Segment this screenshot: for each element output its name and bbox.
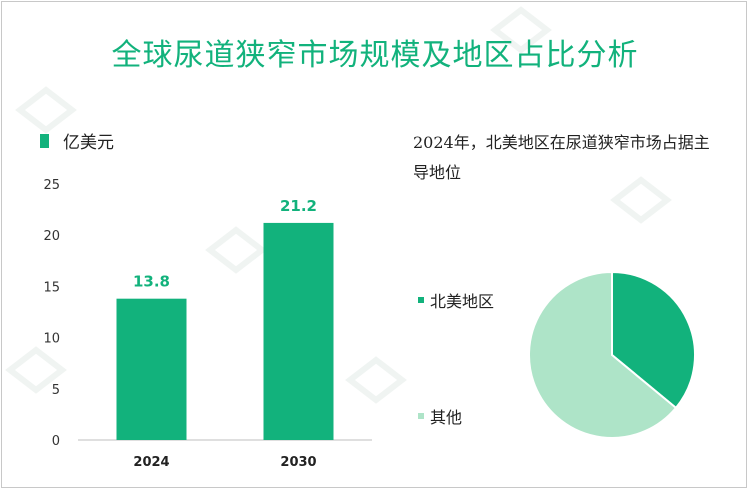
y-tick-label: 0 (52, 434, 60, 449)
pie-chart-caption: 2024年，北美地区在尿道狭窄市场占据主导地位 (413, 133, 710, 182)
pie-slices (528, 270, 696, 439)
bar-data-label: 21.2 (280, 197, 317, 215)
bar (263, 222, 334, 440)
y-tick-label: 5 (52, 383, 60, 398)
pie-legend-item-north-america: 北美地区 (418, 288, 494, 312)
pie-legend-swatch (418, 413, 424, 419)
y-tick-label: 25 (43, 178, 60, 193)
chart-title: 全球尿道狭窄市场规模及地区占比分析 (111, 38, 639, 73)
pie-legend-label: 北美地区 (430, 292, 495, 311)
pie-legend-item-other: 其他 (418, 404, 462, 428)
pie-legend-swatch (418, 297, 424, 303)
y-tick-label: 10 (43, 332, 60, 347)
bar-legend-swatch (40, 133, 49, 148)
x-tick-label: 2030 (280, 455, 316, 470)
bar-data-label: 13.8 (133, 273, 170, 291)
bar-legend: 亿美元 (40, 128, 114, 153)
y-tick-label: 15 (43, 280, 60, 295)
bar-legend-label: 亿美元 (63, 133, 114, 153)
pie-legend-label: 其他 (430, 408, 463, 427)
x-tick-label: 2024 (133, 455, 169, 470)
y-axis-ticks: 0 5 10 15 20 25 (43, 178, 60, 449)
bar (116, 298, 187, 440)
pie-slice (611, 270, 696, 410)
y-tick-label: 20 (43, 229, 60, 244)
bar-group: 13.8 2024 21.2 2030 (116, 197, 334, 470)
pie-slice (528, 270, 678, 439)
